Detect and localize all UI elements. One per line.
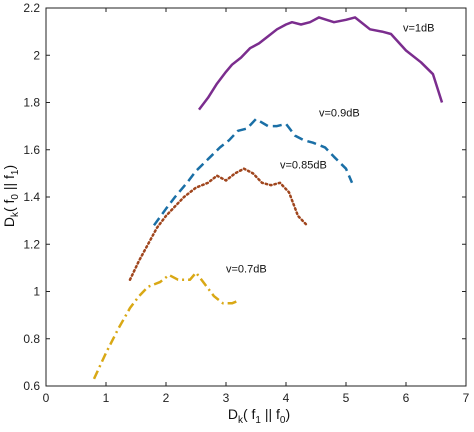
- y-tick-label: 1: [33, 285, 40, 299]
- ticks-layer: 0 1 2 3 4 5 6 7 0.6 0.8 1 1.2 1.4 1.6 1.8 2 2.2: [23, 1, 469, 405]
- y-tick-label: 2: [33, 48, 40, 62]
- y-tick-label: 1.2: [23, 237, 40, 251]
- x-axis-label: Dk( f1 || f0): [228, 406, 290, 426]
- x-tick-label: 0: [43, 391, 50, 405]
- x-tick-label: 6: [403, 391, 410, 405]
- x-tick-label: 5: [343, 391, 350, 405]
- series-line-2: [128, 167, 309, 281]
- y-tick-label: 0.8: [23, 332, 40, 346]
- y-tick-label: 1.4: [23, 190, 40, 204]
- y-tick-label: 0.6: [23, 379, 40, 393]
- series-line-3: [92, 271, 239, 380]
- x-tick-label: 1: [103, 391, 110, 405]
- x-tick-label: 4: [283, 391, 290, 405]
- series-annotation: v=0.85dB: [280, 160, 327, 172]
- series-annotation: v=0.9dB: [319, 108, 360, 120]
- plot-area: [45, 7, 467, 387]
- series-line-0: [198, 16, 444, 111]
- y-tick-label: 1.6: [23, 143, 40, 157]
- series-layer: [92, 16, 444, 380]
- series-line-1: [152, 117, 354, 227]
- y-tick-label: 2.2: [23, 1, 40, 15]
- y-axis-label: Dk( f0 || f1): [1, 165, 21, 227]
- x-tick-label: 2: [163, 391, 170, 405]
- plot-frame: [45, 7, 467, 387]
- x-tick-label: 3: [223, 391, 230, 405]
- series-annotation: v=1dB: [403, 23, 435, 35]
- series-annotation: v=0.7dB: [226, 264, 267, 276]
- annotation-layer: v=1dB v=0.9dB v=0.85dB v=0.7dB: [226, 23, 435, 276]
- y-tick-label: 1.8: [23, 96, 40, 110]
- x-tick-label: 7: [463, 391, 470, 405]
